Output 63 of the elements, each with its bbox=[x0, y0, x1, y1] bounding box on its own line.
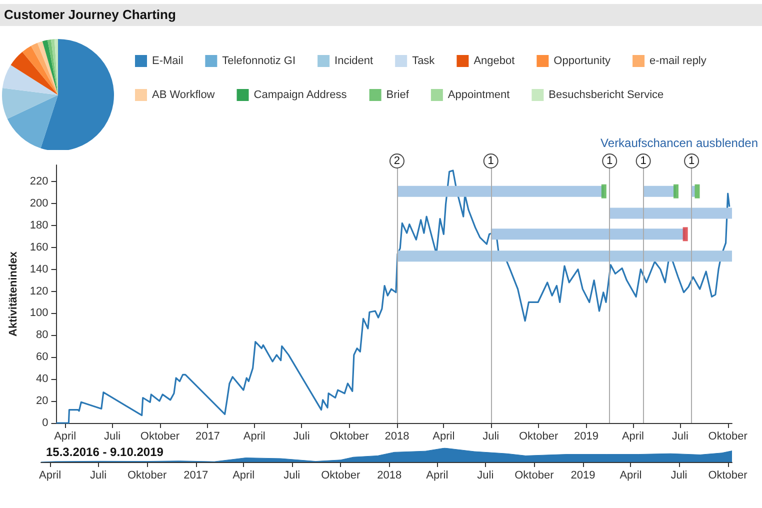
x-tick-label: April bbox=[426, 470, 448, 482]
y-tick-label: 160 bbox=[30, 241, 48, 254]
legend-label: Task bbox=[412, 55, 436, 67]
x-tick-label: Juli bbox=[670, 470, 688, 482]
x-tick-label: Juli bbox=[477, 470, 494, 482]
y-tick-label: 140 bbox=[30, 263, 48, 276]
ref-line-label: 1 bbox=[640, 155, 646, 167]
x-tick-label: April bbox=[620, 470, 642, 482]
x-tick-label: 2017 bbox=[195, 430, 220, 442]
legend-label: Telefonnotiz GI bbox=[222, 55, 296, 67]
y-tick-label: 100 bbox=[30, 307, 48, 320]
y-tick-label: 60 bbox=[36, 351, 48, 364]
y-tick-label: 20 bbox=[36, 395, 48, 408]
x-tick-label: Juli bbox=[90, 470, 107, 482]
y-tick-label: 120 bbox=[30, 285, 48, 298]
x-tick-label: April bbox=[39, 470, 62, 482]
x-tick-label: Juli bbox=[104, 430, 121, 442]
legend-label: Appointment bbox=[448, 89, 510, 101]
x-tick-label: Juli bbox=[284, 470, 300, 482]
legend-label: e-mail reply bbox=[650, 55, 707, 67]
x-tick-label: Oktober bbox=[127, 470, 167, 482]
x-tick-label: 2019 bbox=[574, 430, 599, 442]
chart-title: Customer Journey Charting bbox=[4, 7, 176, 22]
ref-line-label: 1 bbox=[688, 155, 695, 167]
y-tick-label: 0 bbox=[42, 417, 48, 429]
text: Verkaufschancen ausblenden bbox=[600, 136, 758, 150]
x-tick-label: Oktober bbox=[321, 470, 361, 482]
x-tick-label: April bbox=[432, 430, 455, 442]
y-tick-label: 40 bbox=[36, 373, 48, 386]
ref-line-label: 1 bbox=[488, 155, 494, 167]
y-tick-label: 180 bbox=[30, 219, 48, 232]
x-tick-label: Oktober bbox=[330, 430, 370, 442]
legend-label: Incident bbox=[334, 55, 374, 67]
y-axis-title: Aktivitätenindex bbox=[8, 250, 20, 336]
legend-label: Campaign Address bbox=[254, 89, 348, 101]
legend-label: AB Workflow bbox=[152, 89, 215, 101]
x-tick-label: April bbox=[54, 430, 76, 442]
x-tick-label: April bbox=[622, 430, 644, 442]
x-tick-label: April bbox=[232, 470, 255, 482]
legend-label: E-Mail bbox=[152, 55, 184, 67]
x-tick-label: Oktober bbox=[140, 430, 180, 442]
legend-label: Brief bbox=[386, 89, 410, 101]
x-tick-label: Oktober bbox=[708, 470, 748, 482]
legend-label: Angebot bbox=[474, 55, 515, 67]
ref-line-label: 1 bbox=[606, 155, 613, 167]
legend-label: Opportunity bbox=[554, 55, 612, 67]
x-tick-label: Juli bbox=[672, 430, 688, 442]
chart-title: 15.3.2016 - 9.10.2019 bbox=[46, 445, 164, 459]
x-tick-label: Juli bbox=[482, 430, 500, 442]
y-tick-label: 200 bbox=[30, 197, 48, 210]
ref-line-label: 2 bbox=[394, 155, 400, 167]
x-tick-label: Oktober bbox=[514, 470, 554, 482]
x-tick-label: 2018 bbox=[377, 470, 402, 482]
x-tick-label: Oktober bbox=[518, 430, 558, 442]
x-tick-label: 2017 bbox=[184, 470, 208, 482]
y-tick-label: 80 bbox=[36, 329, 48, 342]
x-tick-label: 2019 bbox=[570, 470, 596, 482]
x-tick-label: Oktober bbox=[708, 430, 748, 442]
x-tick-label: April bbox=[243, 430, 266, 442]
x-tick-label: Juli bbox=[293, 430, 310, 442]
legend-label: Besuchsbericht Service bbox=[548, 89, 664, 101]
y-tick-label: 220 bbox=[30, 175, 48, 188]
x-tick-label: 2018 bbox=[384, 430, 410, 442]
